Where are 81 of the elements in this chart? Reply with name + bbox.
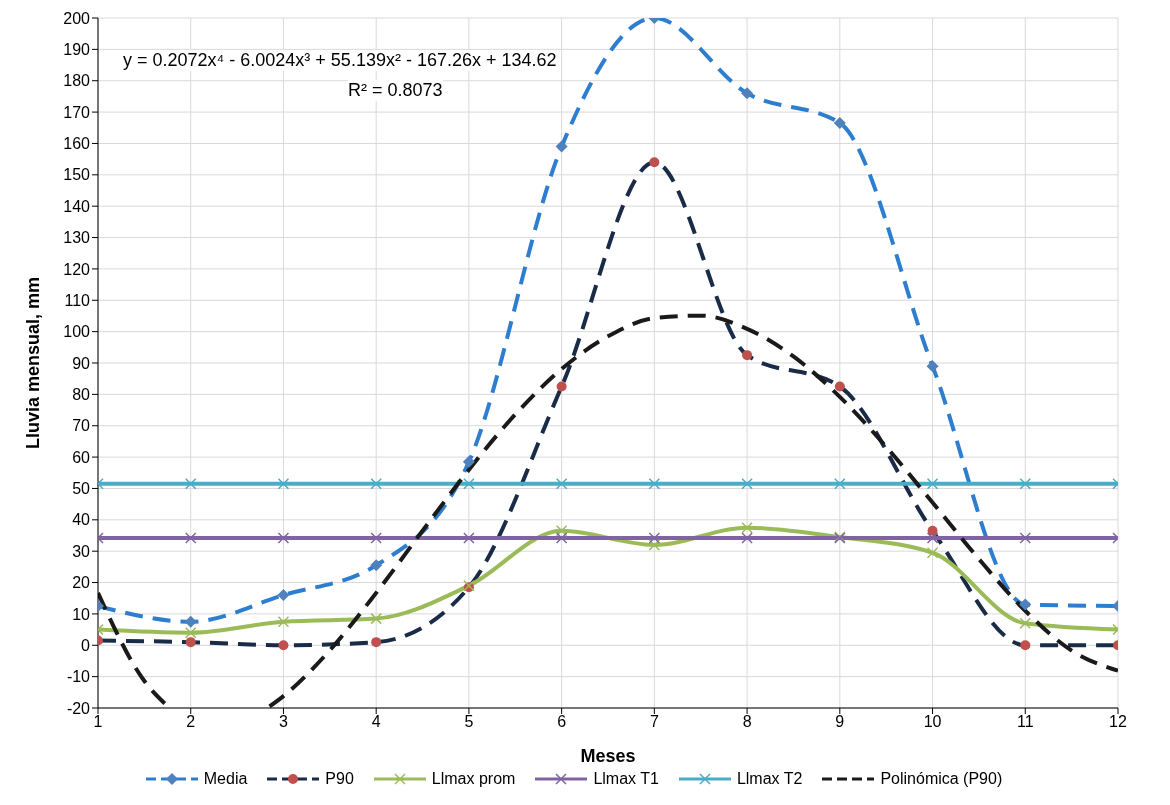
point [926,360,939,373]
legend-label: Polinómica (P90) [880,770,1003,788]
point [184,626,197,639]
x-tick-label: 8 [742,713,752,731]
x-tick-label: 4 [371,713,381,731]
x-tick-label: 5 [464,713,474,731]
point [741,532,753,544]
legend-label: Llmax T1 [593,770,659,788]
point [648,478,661,490]
x-tick-label: 1 [93,713,103,731]
x-tick-label: 6 [557,713,567,731]
point [555,478,568,490]
y-tick-label: 120 [63,260,91,278]
y-tick-label: 10 [72,605,91,623]
y-tick-label: 0 [81,636,91,654]
y-tick-label: -10 [66,668,91,686]
point [926,532,939,544]
y-tick-label: 60 [72,448,91,466]
y-tick-label: 140 [63,197,91,215]
point [184,478,197,490]
point [277,532,290,544]
y-tick-label: 190 [63,41,91,59]
point [462,455,475,468]
x-tick-label: 3 [279,713,288,731]
annotation: y = 0.2072x⁴ - 6.0024x³ + 55.139x² - 167.26x + 134.62 [123,50,557,71]
x-tick-label: 9 [835,713,845,731]
annotation: R² = 0.8073 [348,80,443,101]
y-tick-label: 50 [72,480,91,498]
point [555,532,568,544]
y-tick-label: 30 [72,542,91,560]
point [370,478,382,490]
x-tick-label: 12 [1109,713,1127,731]
y-axis-title: Lluvia mensual, mm [23,276,44,450]
x-tick-label: 7 [649,713,659,731]
point [833,117,846,130]
point [648,532,661,544]
x-tick-label: 11 [1016,713,1034,731]
y-tick-label: 200 [63,9,91,27]
point [926,547,939,559]
point [463,478,475,490]
y-tick-label: 70 [72,417,91,435]
legend-label: Media [203,770,248,788]
y-tick-label: 130 [63,229,91,247]
point [648,539,661,551]
point [277,589,290,602]
x-tick-label: 10 [923,713,942,731]
y-tick-label: 40 [72,511,91,529]
point [1019,478,1032,490]
point [741,478,753,490]
point [926,478,939,490]
legend-label: Llmax T2 [736,770,803,788]
y-tick-label: 90 [72,354,91,372]
point [370,612,382,625]
point [370,532,382,544]
y-tick-label: 80 [72,386,91,404]
y-tick-label: -20 [66,699,91,717]
point [463,532,475,544]
x-axis-title: Meses [580,746,636,766]
point [1019,532,1032,544]
y-tick-label: 110 [64,291,91,309]
point [555,140,568,153]
point [741,87,754,100]
legend-label: Llmax prom [431,770,516,788]
point [277,478,290,490]
point [1019,617,1032,630]
point [741,521,753,534]
y-tick-label: 100 [63,323,91,341]
y-tick-label: 180 [63,72,91,90]
x-tick-label: 2 [186,713,196,731]
legend-label: P90 [325,770,354,788]
y-tick-label: 150 [63,166,91,184]
point [277,616,290,628]
point [834,478,846,490]
y-tick-label: 160 [63,135,91,153]
point [184,615,197,628]
y-tick-label: 20 [72,574,91,592]
point [1019,598,1032,611]
y-tick-label: 170 [63,103,91,121]
point [370,559,383,572]
point [555,525,568,537]
point [184,532,197,544]
